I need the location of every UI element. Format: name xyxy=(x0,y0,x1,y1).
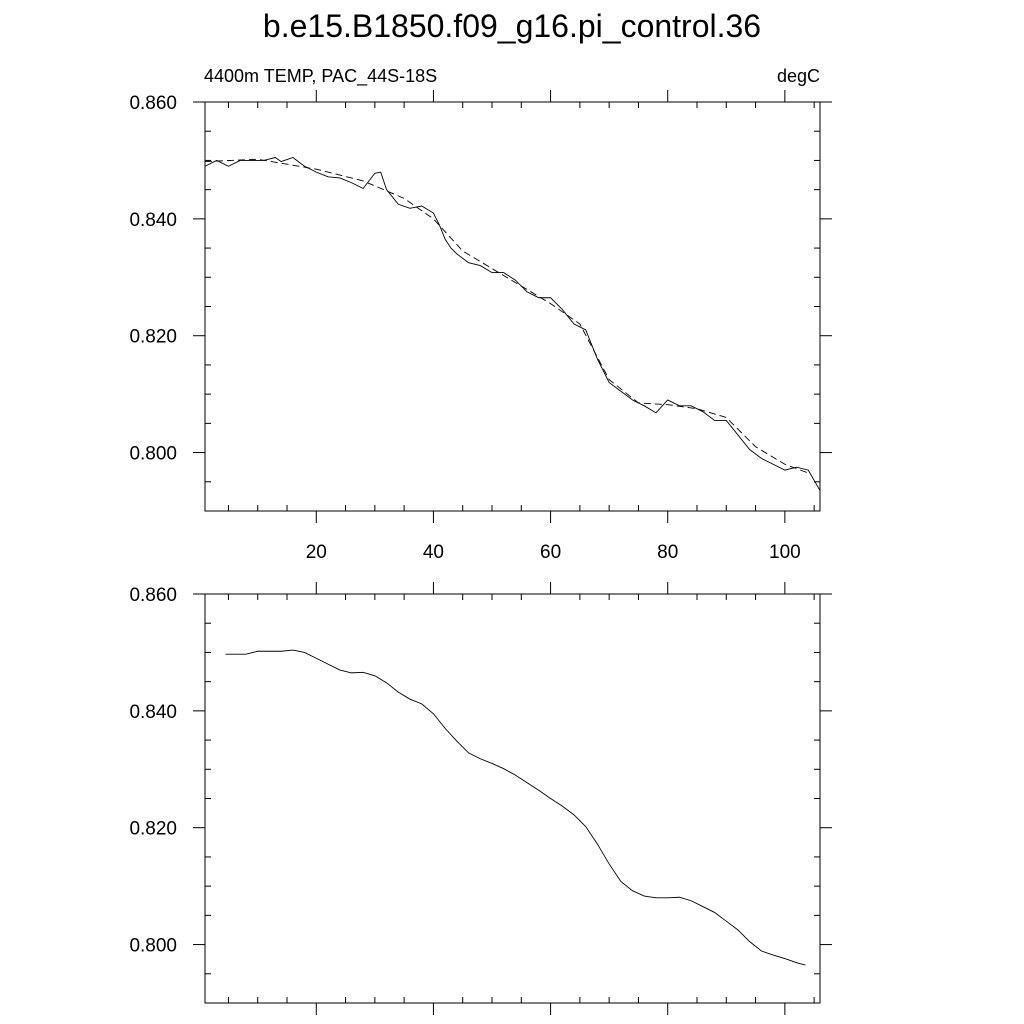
y-tick-label: 0.860 xyxy=(129,93,177,114)
bottom-panel: 0.800 0.820 0.840 0.860 xyxy=(129,582,832,1015)
y-tick-label: 0.860 xyxy=(129,585,177,606)
x-tick-label: 80 xyxy=(657,542,678,563)
chart-subtitle-left: 4400m TEMP, PAC_44S-18S xyxy=(204,66,437,87)
y-tick-label: 0.800 xyxy=(129,936,177,957)
chart-units: degC xyxy=(777,66,820,86)
y-tick-label: 0.800 xyxy=(129,444,177,465)
x-tick-label: 60 xyxy=(540,542,561,563)
series-line xyxy=(204,157,821,491)
x-tick-label: 40 xyxy=(423,542,444,563)
y-tick-label: 0.840 xyxy=(129,210,177,231)
chart-title: b.e15.B1850.f09_g16.pi_control.36 xyxy=(263,8,761,44)
y-tick-label: 0.820 xyxy=(129,327,177,348)
smoothed-line xyxy=(225,649,806,966)
plot-frame xyxy=(204,101,821,512)
top-panel: 0.800 0.820 0.840 0.860 20 40 60 80 100 xyxy=(129,90,832,563)
y-tick-label: 0.820 xyxy=(129,819,177,840)
x-tick-label: 100 xyxy=(769,542,801,563)
trend-line xyxy=(204,158,809,474)
y-tick-label: 0.840 xyxy=(129,702,177,723)
x-tick-label: 20 xyxy=(306,542,327,563)
plot-frame xyxy=(204,593,821,1004)
